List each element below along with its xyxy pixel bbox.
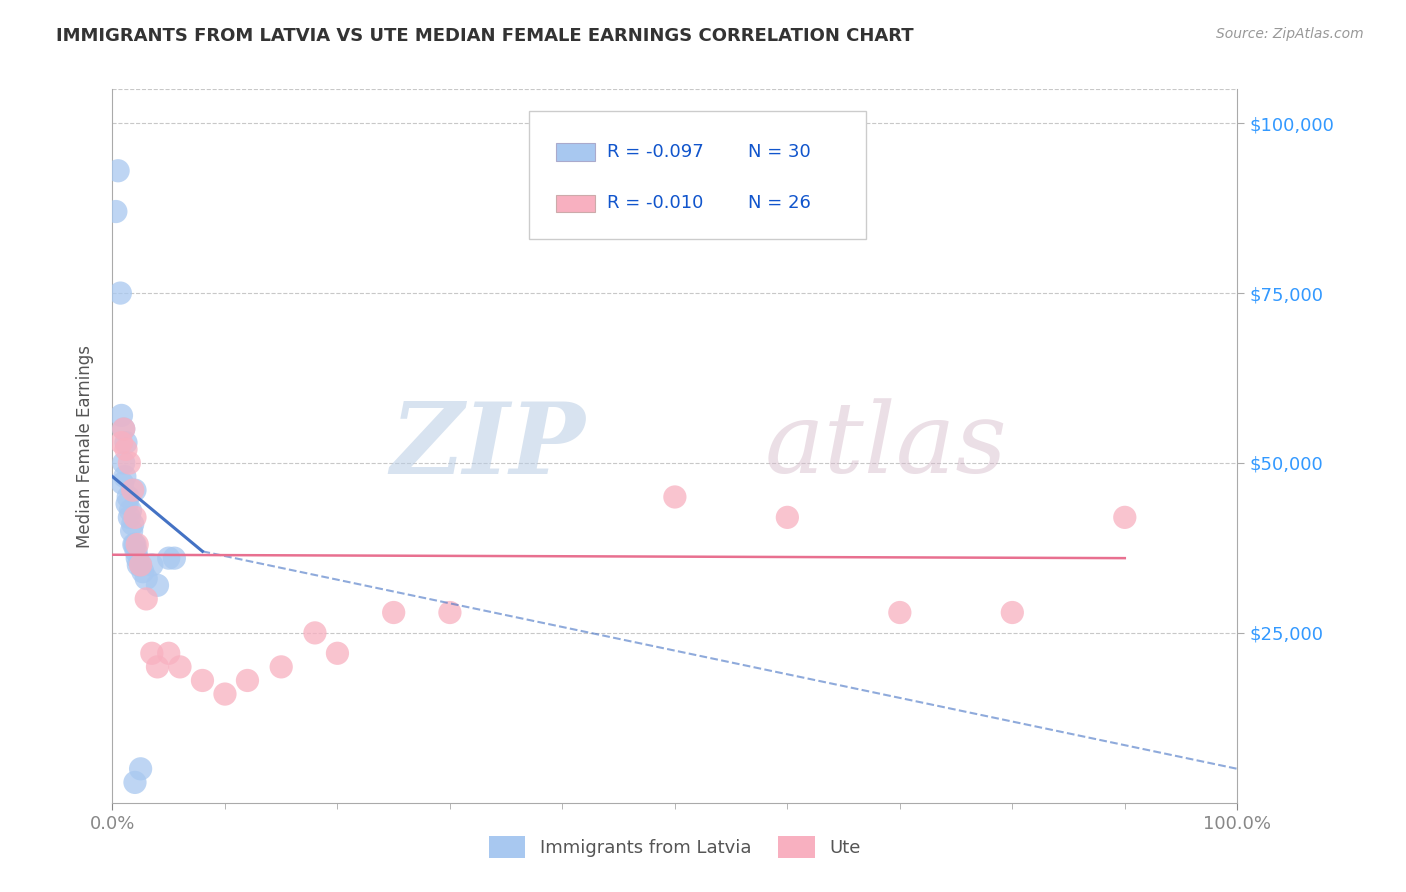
Point bbox=[214, 687, 236, 701]
Point bbox=[115, 497, 138, 511]
Point bbox=[236, 673, 259, 688]
Point bbox=[129, 558, 152, 572]
Point bbox=[664, 490, 686, 504]
Point bbox=[110, 409, 132, 423]
Point bbox=[118, 456, 141, 470]
Point bbox=[141, 646, 163, 660]
Text: IMMIGRANTS FROM LATVIA VS UTE MEDIAN FEMALE EARNINGS CORRELATION CHART: IMMIGRANTS FROM LATVIA VS UTE MEDIAN FEM… bbox=[56, 27, 914, 45]
Point bbox=[107, 163, 129, 178]
Point bbox=[127, 551, 149, 566]
Point bbox=[104, 204, 127, 219]
Point bbox=[326, 646, 349, 660]
FancyBboxPatch shape bbox=[555, 144, 595, 161]
Point bbox=[115, 435, 138, 450]
Point bbox=[122, 537, 145, 551]
Point bbox=[129, 558, 152, 572]
Point bbox=[163, 551, 186, 566]
Text: R = -0.010: R = -0.010 bbox=[607, 194, 704, 212]
Point bbox=[121, 483, 143, 498]
Point bbox=[157, 551, 180, 566]
Text: R = -0.097: R = -0.097 bbox=[607, 143, 704, 161]
FancyBboxPatch shape bbox=[529, 111, 866, 239]
Point bbox=[382, 606, 405, 620]
Text: Source: ZipAtlas.com: Source: ZipAtlas.com bbox=[1216, 27, 1364, 41]
Point bbox=[115, 442, 138, 457]
Point bbox=[169, 660, 191, 674]
Point bbox=[157, 646, 180, 660]
Point bbox=[121, 517, 143, 532]
Point bbox=[191, 673, 214, 688]
Y-axis label: Median Female Earnings: Median Female Earnings bbox=[76, 344, 94, 548]
Point bbox=[121, 524, 143, 538]
Point bbox=[776, 510, 799, 524]
Point bbox=[114, 469, 136, 483]
Point bbox=[112, 456, 135, 470]
Text: N = 26: N = 26 bbox=[748, 194, 811, 212]
Point bbox=[439, 606, 461, 620]
Point bbox=[124, 537, 146, 551]
Point bbox=[118, 510, 141, 524]
Point bbox=[135, 572, 157, 586]
Point bbox=[112, 422, 135, 436]
Point bbox=[120, 503, 142, 517]
Point bbox=[127, 537, 149, 551]
Point bbox=[111, 476, 134, 491]
Point bbox=[141, 558, 163, 572]
Point bbox=[304, 626, 326, 640]
Point bbox=[270, 660, 292, 674]
Point bbox=[110, 286, 132, 301]
Point bbox=[1001, 606, 1024, 620]
Point bbox=[146, 578, 169, 592]
Point bbox=[889, 606, 911, 620]
Point bbox=[110, 435, 132, 450]
Point bbox=[124, 483, 146, 498]
Point bbox=[125, 544, 148, 558]
Point bbox=[124, 775, 146, 789]
Point bbox=[117, 490, 139, 504]
Point bbox=[135, 591, 157, 606]
Point bbox=[129, 762, 152, 776]
Text: N = 30: N = 30 bbox=[748, 143, 811, 161]
Point bbox=[127, 558, 149, 572]
Point bbox=[132, 565, 155, 579]
Text: atlas: atlas bbox=[765, 399, 1008, 493]
Legend: Immigrants from Latvia, Ute: Immigrants from Latvia, Ute bbox=[482, 829, 868, 865]
Point bbox=[112, 422, 135, 436]
FancyBboxPatch shape bbox=[555, 194, 595, 212]
Text: ZIP: ZIP bbox=[389, 398, 585, 494]
Point bbox=[1114, 510, 1136, 524]
Point bbox=[124, 510, 146, 524]
Point bbox=[146, 660, 169, 674]
